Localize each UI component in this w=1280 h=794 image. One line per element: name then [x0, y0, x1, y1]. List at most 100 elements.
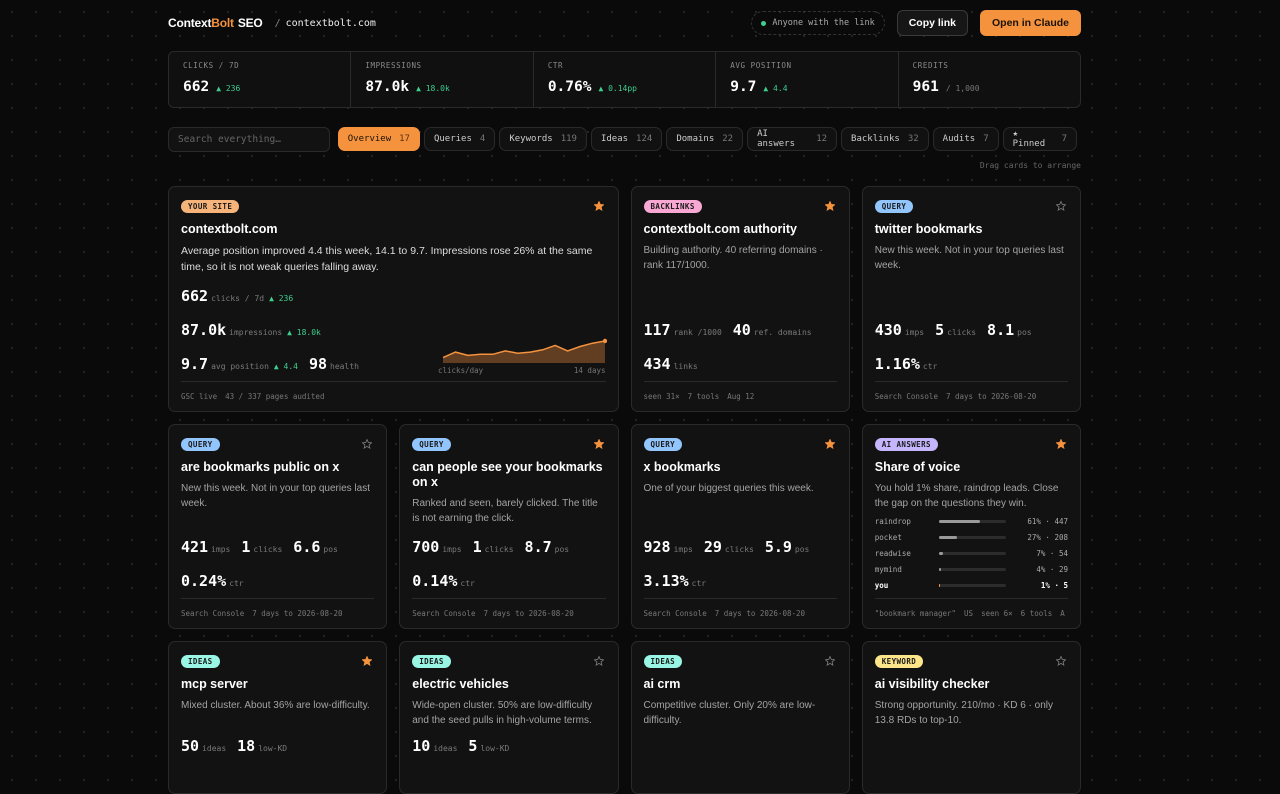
card[interactable]: BACKLINKS contextbolt.com authority Buildi… [630, 186, 850, 412]
metrics: 10 ideas 5 low-KD [412, 729, 605, 763]
tab[interactable]: Overview 17 [337, 127, 420, 151]
tab[interactable]: Ideas 124 [590, 127, 663, 151]
card[interactable]: IDEAS ai crm Competitive cluster. Only 20%… [630, 641, 850, 794]
stat-value: 9.7 [730, 79, 757, 95]
card[interactable]: QUERY twitter bookmarks New this week. Not… [861, 186, 1081, 412]
search-box[interactable]: Search everything… [168, 126, 330, 152]
tag: IDEAS [181, 654, 220, 668]
card-footer: Search Console 7 days to 2026-08-20 [181, 598, 375, 628]
card[interactable]: AI ANSWERS Share of voice You hold 1% shar… [861, 424, 1081, 629]
metric-unit: ctr [460, 579, 475, 588]
card-title: are bookmarks public on x [181, 460, 340, 474]
card[interactable]: IDEAS mcp server Mixed cluster. About 36% … [168, 641, 388, 794]
tag: YOUR SITE [181, 199, 240, 213]
metric-value: 5 [468, 737, 478, 755]
pin-star[interactable] [1056, 439, 1066, 449]
card[interactable]: QUERY x bookmarks One of your biggest quer… [630, 424, 850, 629]
metrics: 662 clicks / 7d ▲ 236 87.0k impressions ▲ 18.… [181, 279, 606, 381]
tab-label: Ideas [600, 134, 629, 144]
metric-row: 1.16% ctr [875, 347, 1068, 381]
pin-star[interactable] [824, 439, 835, 449]
card-title: can people see your bookmarks on x [412, 460, 603, 489]
tab[interactable]: AI answers 12 [747, 127, 838, 151]
tab-count: 7 [983, 134, 989, 144]
pin-star[interactable] [824, 201, 835, 211]
sparkline-label: clicks/day [438, 366, 484, 375]
card[interactable]: KEYWORD ai visibility checker Strong oppor… [861, 641, 1081, 794]
metrics: 50 ideas 18 low-KD [181, 729, 374, 763]
metric-value: 1 [241, 538, 251, 556]
brand: ContextBolt SEO [168, 16, 263, 30]
star-shape [1056, 201, 1066, 211]
card-title: ai crm [643, 677, 681, 691]
tab[interactable]: ★ Pinned 7 [1002, 127, 1077, 151]
card[interactable]: QUERY can people see your bookmarks on x R… [399, 424, 619, 629]
tab-label: Audits [942, 134, 976, 144]
metric-unit: clicks [724, 545, 754, 554]
metrics: 928 imps 29 clicks 5.9 pos 3.13% ctr [644, 530, 837, 598]
separator: / [274, 17, 281, 29]
metrics: 430 imps 5 clicks 8.1 pos 1.16% ctr [875, 313, 1068, 381]
share-name: readwise [874, 548, 911, 558]
metric-unit: low-KD [480, 744, 510, 753]
card-title: mcp server [181, 677, 248, 691]
share-bar [938, 567, 942, 571]
metric-value: 10 [412, 737, 431, 755]
share-track [938, 519, 1006, 523]
metric: 5.9 pos [765, 538, 810, 556]
metric-unit: ctr [922, 362, 938, 371]
metric-unit: low-KD [258, 744, 288, 753]
star-shape [824, 656, 835, 666]
card-title: electric vehicles [412, 677, 509, 691]
metric: 1 clicks [473, 538, 514, 556]
pin-star[interactable] [1056, 201, 1066, 211]
tab[interactable]: Domains 22 [666, 127, 744, 151]
card-title: twitter bookmarks [874, 222, 983, 236]
open-in-claude-button[interactable]: Open in Claude [979, 10, 1081, 36]
metric: 430 imps [875, 321, 924, 339]
metric-row: 434 links [644, 347, 837, 381]
tab[interactable]: Audits 7 [932, 127, 999, 151]
metric-value: 434 [643, 355, 671, 373]
share-name: pocket [874, 532, 902, 542]
metric: 9.7 avg position ▲ 4.4 [181, 355, 298, 373]
metric-unit: imps [673, 545, 693, 554]
card-head: QUERY [181, 437, 374, 451]
metric-value: 8.7 [524, 538, 552, 556]
sparkline-area [443, 341, 605, 363]
card[interactable]: YOUR SITE contextbolt.com Average position… [168, 186, 619, 412]
stat-value: 0.76% [547, 79, 592, 95]
share-row: raindrop 61% · 447 [875, 513, 1068, 529]
pin-star[interactable] [824, 656, 835, 666]
pin-star[interactable] [362, 656, 373, 666]
metric-delta: ▲ 4.4 [273, 362, 298, 371]
stat-delta: ▲ 18.0k [416, 84, 450, 93]
metrics: 117 rank /1000 40 ref. domains 434 links [644, 313, 837, 381]
brand-prefix: Context [168, 16, 212, 30]
stat-label: CTR [547, 61, 564, 70]
share-status[interactable]: Anyone with the link [751, 11, 885, 35]
tab[interactable]: Backlinks 32 [841, 127, 929, 151]
pin-star[interactable] [1056, 656, 1066, 666]
tab[interactable]: Queries 4 [423, 127, 496, 151]
stat-value: 87.0k [365, 79, 410, 95]
pin-star[interactable] [362, 439, 373, 449]
stat: IMPRESSIONS 87.0k ▲ 18.0k [350, 52, 532, 107]
pin-star[interactable] [593, 201, 604, 211]
stat-label: IMPRESSIONS [365, 61, 422, 70]
card[interactable]: IDEAS electric vehicles Wide-open cluster.… [399, 641, 619, 794]
pin-star[interactable] [593, 656, 604, 666]
tab[interactable]: Keywords 119 [499, 127, 587, 151]
sparkline-range: 14 days [573, 366, 606, 375]
copy-link-button[interactable]: Copy link [896, 10, 968, 36]
star-shape [362, 656, 373, 666]
card-title: Share of voice [874, 460, 961, 474]
metrics: 421 imps 1 clicks 6.6 pos 0.24% ctr [181, 530, 374, 598]
footer-item: 7 tools [687, 392, 720, 401]
top-bar: ContextBolt SEO / contextbolt.com Anyone … [168, 9, 1081, 37]
card-head: BACKLINKS [643, 199, 837, 213]
tab-label: AI answers [757, 129, 796, 149]
star-shape [1056, 656, 1066, 666]
pin-star[interactable] [593, 439, 604, 449]
card[interactable]: QUERY are bookmarks public on x New this w… [168, 424, 388, 629]
